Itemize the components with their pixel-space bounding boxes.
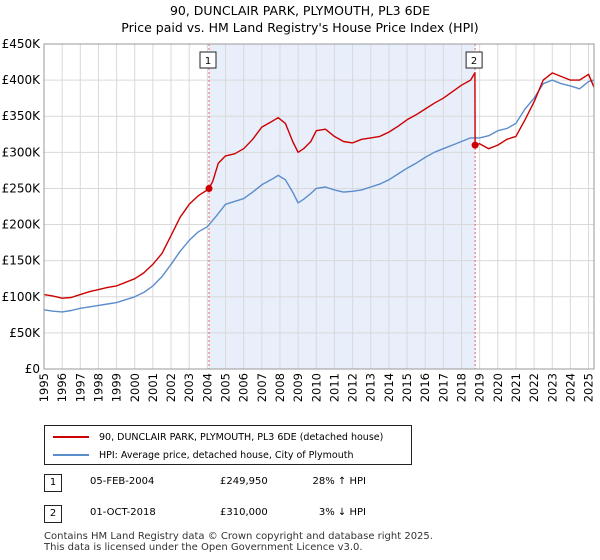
- y-tick-label: £450K: [2, 37, 42, 51]
- sale-date: 01-OCT-2018: [90, 507, 156, 518]
- y-tick-label: £350K: [2, 109, 42, 123]
- x-tick-label: 2002: [164, 373, 178, 402]
- sale-hpi-change: 3% ↓ HPI: [318, 507, 366, 518]
- x-tick-label: 1996: [55, 373, 69, 402]
- x-tick-label: 2021: [509, 373, 523, 402]
- footer-copyright: Contains HM Land Registry data © Crown c…: [44, 531, 433, 542]
- sale-price: £310,000: [220, 507, 268, 518]
- x-tick-label: 2011: [327, 373, 341, 402]
- y-tick-label: £200K: [2, 218, 42, 232]
- x-tick-label: 2012: [346, 373, 360, 402]
- sale-label-text: 1: [205, 56, 211, 67]
- y-tick-label: £400K: [2, 73, 42, 87]
- legend: 90, DUNCLAIR PARK, PLYMOUTH, PL3 6DE (de…: [44, 425, 412, 465]
- x-tick-label: 2022: [527, 373, 541, 402]
- chart-title-block: 90, DUNCLAIR PARK, PLYMOUTH, PL3 6DE Pri…: [0, 2, 600, 36]
- ownership-shading: [209, 44, 476, 369]
- x-tick-label: 2009: [291, 373, 305, 402]
- x-tick-label: 2020: [491, 373, 505, 402]
- x-tick-label: 2018: [454, 373, 468, 402]
- x-tick-label: 1999: [110, 373, 124, 402]
- x-tick-label: 2010: [309, 373, 323, 402]
- series-line-property: [43, 72, 595, 299]
- x-tick-label: 2001: [146, 373, 160, 402]
- sale-hpi-change: 28% ↑ HPI: [312, 476, 366, 487]
- x-tick-label: 2024: [563, 373, 577, 402]
- x-tick-label: 2015: [400, 373, 414, 402]
- y-tick-label: £300K: [2, 145, 42, 159]
- x-tick-label: 2008: [273, 373, 287, 402]
- y-tick-label: £50K: [9, 326, 41, 340]
- x-tick-label: 2007: [255, 373, 269, 402]
- series-line-hpi: [43, 79, 595, 313]
- x-tick-label: 2025: [582, 373, 596, 402]
- x-tick-label: 2003: [182, 373, 196, 402]
- x-tick-label: 2013: [364, 373, 378, 402]
- chart-subtitle: Price paid vs. HM Land Registry's House …: [121, 20, 479, 35]
- footer: Contains HM Land Registry data © Crown c…: [44, 531, 433, 553]
- x-tick-label: 2019: [473, 373, 487, 402]
- x-tick-label: 1997: [73, 373, 87, 402]
- sale-price: £249,950: [220, 476, 268, 487]
- x-tick-label: 1995: [37, 373, 51, 402]
- x-tick-label: 2004: [200, 373, 214, 402]
- legend-swatch-hpi: [53, 454, 89, 456]
- legend-item-hpi: HPI: Average price, detached house, City…: [45, 446, 354, 464]
- price-chart: £0 £50K £100K £150K £200K £250K £300K £350K £400…: [2, 37, 596, 402]
- sale-label-text: 2: [471, 56, 477, 67]
- footer-licence: This data is licensed under the Open Gov…: [44, 542, 363, 553]
- sale-label-box: [199, 51, 217, 69]
- x-tick-label: 2014: [382, 373, 396, 402]
- sale-point: [205, 184, 213, 192]
- x-tick-label: 2023: [545, 373, 559, 402]
- sale-point: [471, 141, 479, 149]
- y-tick-label: £250K: [2, 181, 42, 195]
- sale-marker-label: 1: [44, 474, 62, 492]
- legend-label-hpi: HPI: Average price, detached house, City…: [99, 449, 354, 461]
- x-tick-label: 2006: [237, 373, 251, 402]
- x-tick-label: 2000: [128, 373, 142, 402]
- sale-label-box: [465, 51, 483, 69]
- x-tick-label: 2005: [219, 373, 233, 402]
- x-tick-label: 1998: [91, 373, 105, 402]
- sale-date: 05-FEB-2004: [90, 476, 155, 487]
- x-tick-label: 2016: [418, 373, 432, 402]
- legend-label-property: 90, DUNCLAIR PARK, PLYMOUTH, PL3 6DE (de…: [99, 431, 384, 443]
- y-tick-label: £100K: [2, 290, 42, 304]
- plot-border: [43, 43, 595, 370]
- legend-swatch-property: [53, 436, 89, 438]
- x-tick-label: 2017: [436, 373, 450, 402]
- legend-item-property: 90, DUNCLAIR PARK, PLYMOUTH, PL3 6DE (de…: [45, 428, 383, 446]
- y-tick-label: £0: [25, 362, 40, 376]
- sale-marker-label: 2: [44, 505, 62, 523]
- y-tick-label: £150K: [2, 254, 42, 268]
- chart-title: 90, DUNCLAIR PARK, PLYMOUTH, PL3 6DE: [169, 3, 431, 18]
